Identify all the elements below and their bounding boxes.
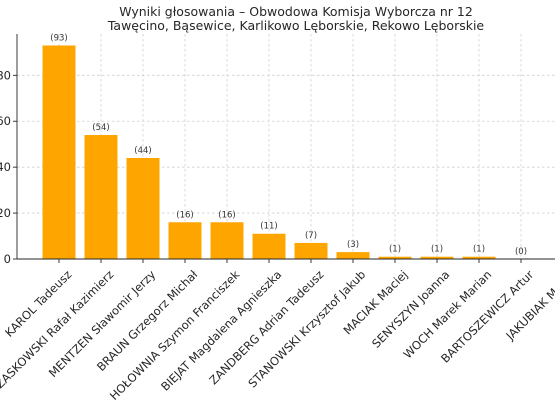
bar-value-label: (1) <box>431 245 443 255</box>
axes <box>13 34 555 263</box>
bar-value-label: (11) <box>260 222 277 232</box>
bar <box>420 256 454 259</box>
chart-title-line-2: Tawęcino, Bąsewice, Karlikowo Lęborskie,… <box>107 18 485 33</box>
bar <box>462 256 496 259</box>
bar-value-label: (1) <box>473 245 485 255</box>
chart-title-line-1: Wyniki głosowania – Obwodowa Komisja Wyb… <box>119 4 473 19</box>
bar-value-label: (93) <box>50 33 67 43</box>
bar-value-label: (0) <box>515 247 527 257</box>
y-tick-label: 0 <box>4 252 11 266</box>
bar-value-label: (16) <box>176 210 193 220</box>
bar-value-label: (54) <box>92 123 109 133</box>
bars <box>42 45 496 260</box>
bar-value-label: (1) <box>389 245 401 255</box>
bar <box>84 135 118 259</box>
bar-value-label: (44) <box>134 146 151 156</box>
bar <box>126 157 160 259</box>
chart-title: Wyniki głosowania – Obwodowa Komisja Wyb… <box>107 4 485 33</box>
bar <box>336 252 370 259</box>
y-tick-label: 40 <box>0 160 11 174</box>
bar <box>42 45 76 260</box>
bar <box>168 222 202 259</box>
y-tick-label: 60 <box>0 114 11 128</box>
y-tick-label: 80 <box>0 68 11 82</box>
bar-value-label: (7) <box>305 231 317 241</box>
y-tick-label: 20 <box>0 206 11 220</box>
x-tick-label: SENYSZYN Joanna <box>369 267 452 350</box>
grid-lines <box>17 34 555 260</box>
data-labels: (93) (54) (44) (16) (16) (11) (7) (3) (1) (1) (1) (… <box>50 33 527 257</box>
bar <box>378 256 412 259</box>
y-tick-labels: 0 20 40 60 80 <box>0 68 11 266</box>
bar <box>210 222 244 259</box>
bar-value-label: (16) <box>218 210 235 220</box>
bar-value-label: (3) <box>347 240 359 250</box>
bar <box>294 242 328 259</box>
bar <box>252 233 286 259</box>
